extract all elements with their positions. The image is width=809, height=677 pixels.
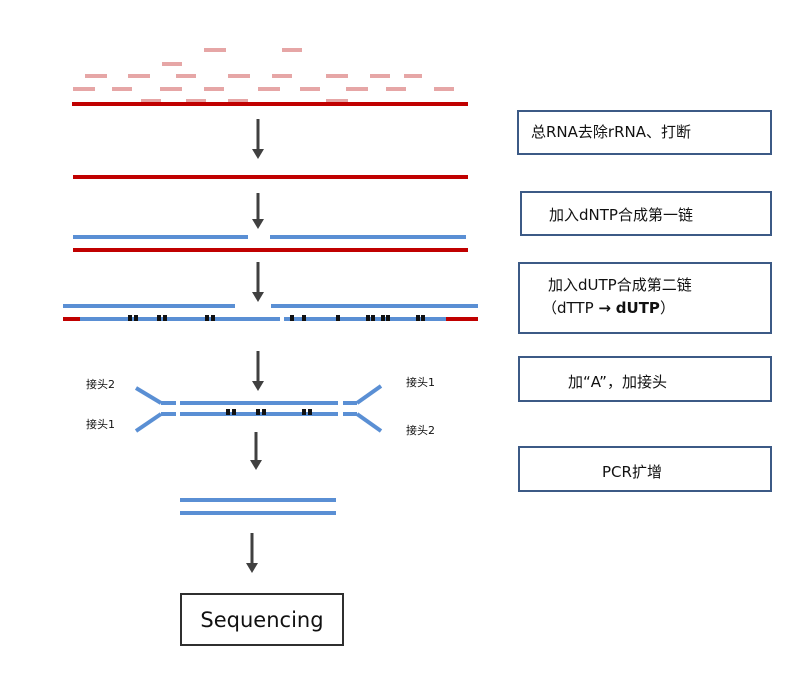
rrna-fragment xyxy=(128,74,150,78)
dutp-mark-icon xyxy=(290,315,294,321)
right-arrow-icon: → xyxy=(598,299,611,317)
rrna-fragment xyxy=(204,87,224,91)
down-arrow-icon xyxy=(246,563,258,573)
dutp-mark-icon xyxy=(134,315,138,321)
dutp-mark-icon xyxy=(308,409,312,415)
dutp-mark-icon xyxy=(336,315,340,321)
step-text: 加入dNTP合成第一链 xyxy=(549,206,693,224)
step-box-second-strand: 加入dUTP合成第二链 （dTTP → dUTP） xyxy=(518,262,772,334)
rrna-fragment xyxy=(258,87,280,91)
dutp-mark-icon xyxy=(386,315,390,321)
rrna-fragment xyxy=(160,87,182,91)
rrna-fragment xyxy=(186,99,206,103)
dutp-mark-icon xyxy=(205,315,209,321)
rrna-fragment xyxy=(73,87,95,91)
rrna-fragment xyxy=(434,87,454,91)
step-text: 总RNA去除rRNA、打断 xyxy=(531,123,691,141)
dutp-mark-icon xyxy=(371,315,375,321)
rrna-fragment xyxy=(228,74,250,78)
sequencing-box: Sequencing xyxy=(180,593,344,646)
rrna-fragment xyxy=(228,99,248,103)
dutp-mark-icon xyxy=(226,409,230,415)
adapter-label-left-top: 接头2 xyxy=(86,378,115,391)
dutp-mark-icon xyxy=(211,315,215,321)
rrna-fragment xyxy=(112,87,132,91)
adapter-label-right-top: 接头1 xyxy=(406,376,435,389)
adapter-right-top xyxy=(355,384,383,405)
dutp-mark-icon xyxy=(302,409,306,415)
step-box-pcr: PCR扩增 xyxy=(518,446,772,492)
dutp-mark-icon xyxy=(232,409,236,415)
dutp-mark-icon xyxy=(421,315,425,321)
rrna-fragment xyxy=(85,74,107,78)
adapter-left-bottom xyxy=(134,412,163,433)
rrna-fragment xyxy=(204,48,226,52)
down-arrow-icon xyxy=(252,292,264,302)
down-arrow-icon xyxy=(252,219,264,229)
dutp-mark-icon xyxy=(416,315,420,321)
down-arrow-icon xyxy=(250,460,262,470)
dutp-mark-icon xyxy=(381,315,385,321)
step-box-first-strand: 加入dNTP合成第一链 xyxy=(520,191,772,236)
dutp-mark-icon xyxy=(256,409,260,415)
step-text-line2: （dTTP → dUTP） xyxy=(542,297,675,318)
rrna-fragment xyxy=(282,48,302,52)
dutp-mark-icon xyxy=(302,315,306,321)
step-box-a-tailing-adapter: 加“A”，加接头 xyxy=(518,356,772,402)
paren-close: ） xyxy=(659,299,675,317)
rrna-fragment xyxy=(404,74,422,78)
rrna-fragment xyxy=(141,99,161,103)
step-box-rrna-removal: 总RNA去除rRNA、打断 xyxy=(517,110,772,155)
dutp-mark-icon xyxy=(157,315,161,321)
rrna-fragment xyxy=(326,99,348,103)
down-arrow-icon xyxy=(252,149,264,159)
step-text: 加“A”，加接头 xyxy=(568,373,667,391)
rrna-fragment xyxy=(346,87,368,91)
dttp-text: （dTTP xyxy=(542,299,594,317)
sequencing-label: Sequencing xyxy=(200,607,324,632)
down-arrow-icon xyxy=(252,381,264,391)
adapter-label-right-bottom: 接头2 xyxy=(406,424,435,437)
rrna-fragment xyxy=(272,74,292,78)
rrna-fragment xyxy=(326,74,348,78)
dutp-mark-icon xyxy=(366,315,370,321)
adapter-left-top xyxy=(134,386,163,405)
rrna-fragment xyxy=(370,74,390,78)
dutp-text: dUTP xyxy=(615,299,660,317)
step-text: PCR扩增 xyxy=(602,463,662,481)
rrna-fragment xyxy=(176,74,196,78)
adapter-right-bottom xyxy=(355,412,383,433)
rrna-fragment xyxy=(386,87,406,91)
rrna-fragment xyxy=(162,62,182,66)
adapter-label-left-bottom: 接头1 xyxy=(86,418,115,431)
rrna-fragment xyxy=(300,87,320,91)
dutp-mark-icon xyxy=(262,409,266,415)
dutp-mark-icon xyxy=(128,315,132,321)
dutp-mark-icon xyxy=(163,315,167,321)
step-text-line1: 加入dUTP合成第二链 xyxy=(548,276,692,294)
